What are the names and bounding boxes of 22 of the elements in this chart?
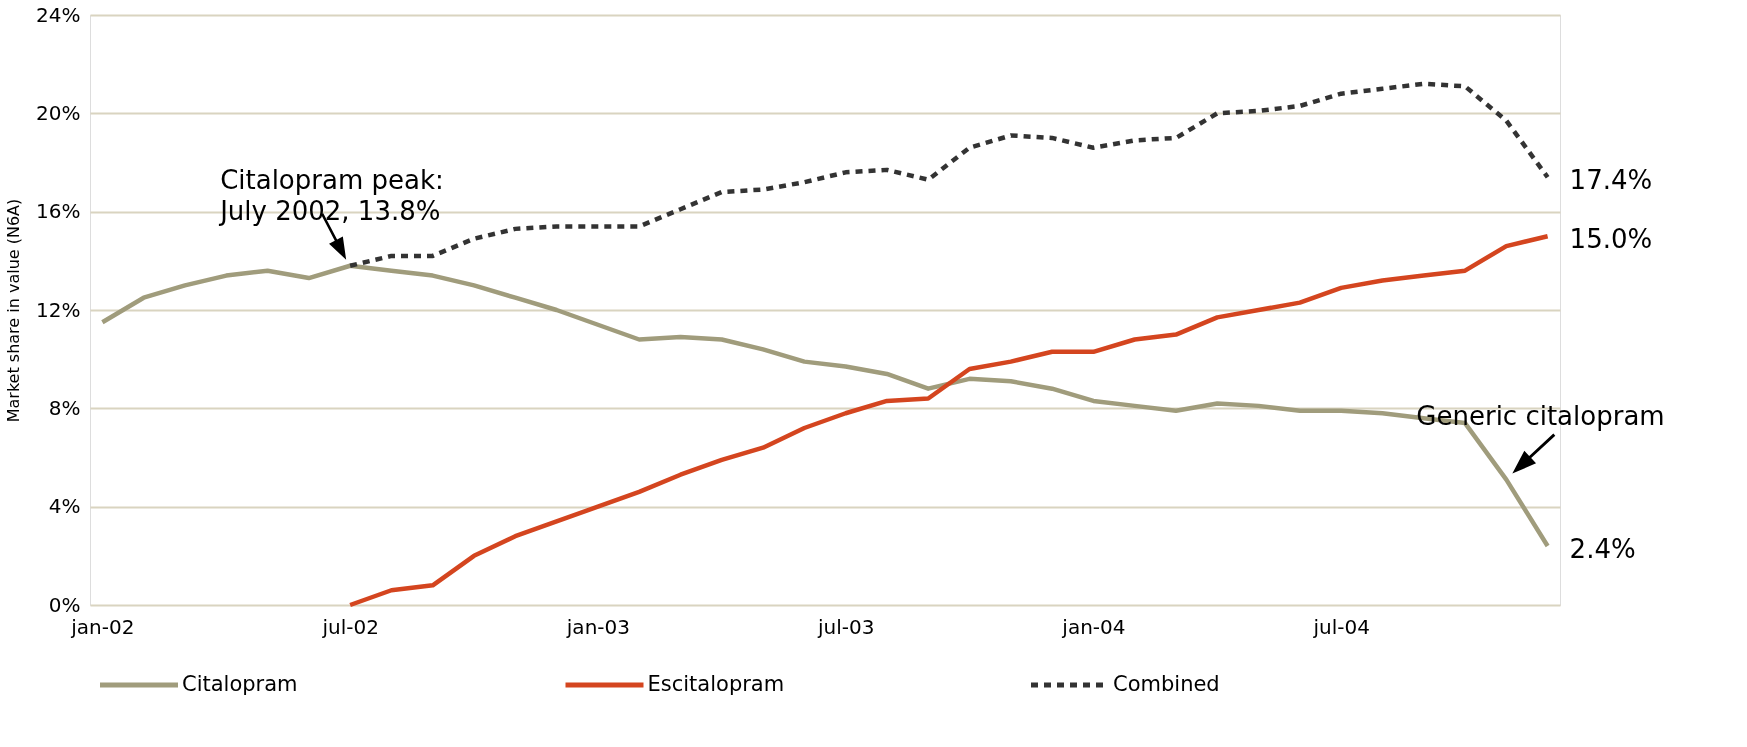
- x-tick-label: jan-02: [70, 614, 135, 639]
- x-tick-label: jul-03: [816, 614, 875, 639]
- data-label: 17.4%: [1569, 165, 1653, 196]
- legend-label: Escitalopram: [647, 672, 785, 696]
- y-tick-label: 8%: [48, 395, 81, 420]
- x-tick-label: jul-04: [1312, 614, 1370, 639]
- legend-label: Citalopram: [182, 672, 298, 696]
- y-tick-label: 4%: [48, 494, 81, 519]
- x-tick-label: jan-04: [1061, 614, 1126, 639]
- annotation: Generic citalopram: [1416, 400, 1665, 431]
- legend-label: Combined: [1113, 672, 1220, 696]
- annotation: Citalopram peak: July 2002, 13.8%: [218, 164, 444, 226]
- x-tick-label: jan-03: [565, 614, 630, 639]
- x-tick-label: jul-02: [321, 614, 379, 639]
- data-label: 2.4%: [1569, 534, 1636, 564]
- y-tick-label: 0%: [48, 592, 81, 617]
- y-tick-label: 24%: [36, 2, 81, 27]
- y-axis-title: Market share in value (N6A): [4, 198, 24, 423]
- y-tick-label: 20%: [36, 100, 81, 125]
- y-tick-label: 16%: [36, 199, 81, 224]
- y-tick-label: 12%: [36, 297, 81, 322]
- data-label: 15.0%: [1569, 224, 1653, 255]
